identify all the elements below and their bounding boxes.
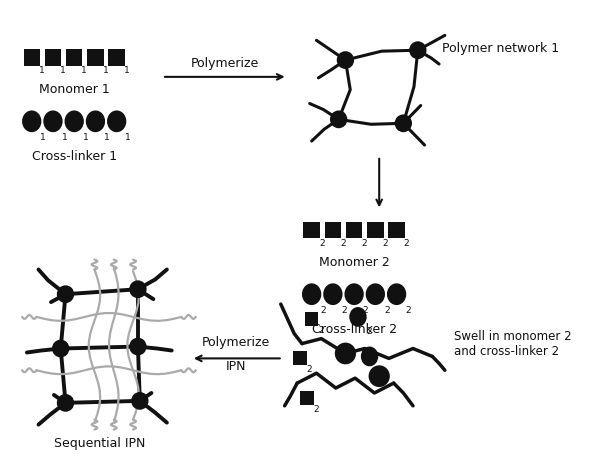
Bar xyxy=(305,312,319,326)
Text: Sequential IPN: Sequential IPN xyxy=(53,437,145,451)
Text: 2: 2 xyxy=(341,306,347,315)
Circle shape xyxy=(131,392,149,410)
Ellipse shape xyxy=(365,283,385,305)
Text: 1: 1 xyxy=(83,133,89,142)
Bar xyxy=(45,49,61,65)
Circle shape xyxy=(395,114,412,132)
Bar xyxy=(325,222,341,239)
Text: 1: 1 xyxy=(60,67,66,75)
Text: 1: 1 xyxy=(40,133,46,142)
Circle shape xyxy=(129,280,146,298)
Text: Monomer 1: Monomer 1 xyxy=(39,83,110,96)
Text: 1: 1 xyxy=(62,133,67,142)
Text: Swell in monomer 2
and cross-linker 2: Swell in monomer 2 and cross-linker 2 xyxy=(454,329,572,357)
Ellipse shape xyxy=(387,283,406,305)
Ellipse shape xyxy=(344,283,364,305)
Text: 2: 2 xyxy=(307,365,313,374)
Text: Cross-linker 2: Cross-linker 2 xyxy=(311,323,397,336)
Bar xyxy=(109,49,125,65)
Bar xyxy=(346,222,362,239)
Bar xyxy=(304,222,320,239)
Text: Polymerize: Polymerize xyxy=(202,335,271,349)
Ellipse shape xyxy=(323,283,343,305)
Ellipse shape xyxy=(302,283,321,305)
Bar xyxy=(66,49,82,65)
Text: 2: 2 xyxy=(384,306,389,315)
Ellipse shape xyxy=(107,111,127,132)
Text: 2: 2 xyxy=(319,239,325,248)
Bar xyxy=(300,391,314,405)
Text: 2: 2 xyxy=(378,367,384,375)
Text: 2: 2 xyxy=(340,239,346,248)
Circle shape xyxy=(368,365,390,387)
Text: Monomer 2: Monomer 2 xyxy=(319,256,389,269)
Text: 1: 1 xyxy=(103,67,109,75)
Bar xyxy=(87,49,104,65)
Text: Polymerize: Polymerize xyxy=(191,57,259,70)
Circle shape xyxy=(57,394,74,412)
Ellipse shape xyxy=(86,111,105,132)
Text: 1: 1 xyxy=(125,133,131,142)
Bar xyxy=(367,222,383,239)
Text: 1: 1 xyxy=(39,67,45,75)
Text: 2: 2 xyxy=(363,306,368,315)
Text: 2: 2 xyxy=(319,326,324,335)
Circle shape xyxy=(52,340,70,357)
Bar xyxy=(293,351,307,365)
Text: 2: 2 xyxy=(383,239,388,248)
Text: 2: 2 xyxy=(361,239,367,248)
Ellipse shape xyxy=(43,111,62,132)
Text: 1: 1 xyxy=(124,67,130,75)
Bar xyxy=(23,49,40,65)
Circle shape xyxy=(337,51,354,69)
Text: Polymer network 1: Polymer network 1 xyxy=(442,43,559,55)
Circle shape xyxy=(409,41,427,59)
Circle shape xyxy=(129,338,146,356)
Text: 2: 2 xyxy=(405,306,411,315)
Ellipse shape xyxy=(65,111,84,132)
Bar xyxy=(388,222,405,239)
Text: 1: 1 xyxy=(82,67,87,75)
Text: 1: 1 xyxy=(104,133,110,142)
Ellipse shape xyxy=(349,307,367,327)
Circle shape xyxy=(330,111,347,128)
Text: 2: 2 xyxy=(320,306,326,315)
Ellipse shape xyxy=(22,111,41,132)
Text: Cross-linker 1: Cross-linker 1 xyxy=(32,150,117,163)
Text: 2: 2 xyxy=(314,405,319,414)
Text: 2: 2 xyxy=(404,239,409,248)
Circle shape xyxy=(335,343,356,364)
Text: IPN: IPN xyxy=(226,361,247,373)
Text: 2: 2 xyxy=(367,327,372,336)
Circle shape xyxy=(57,285,74,303)
Ellipse shape xyxy=(361,346,378,367)
